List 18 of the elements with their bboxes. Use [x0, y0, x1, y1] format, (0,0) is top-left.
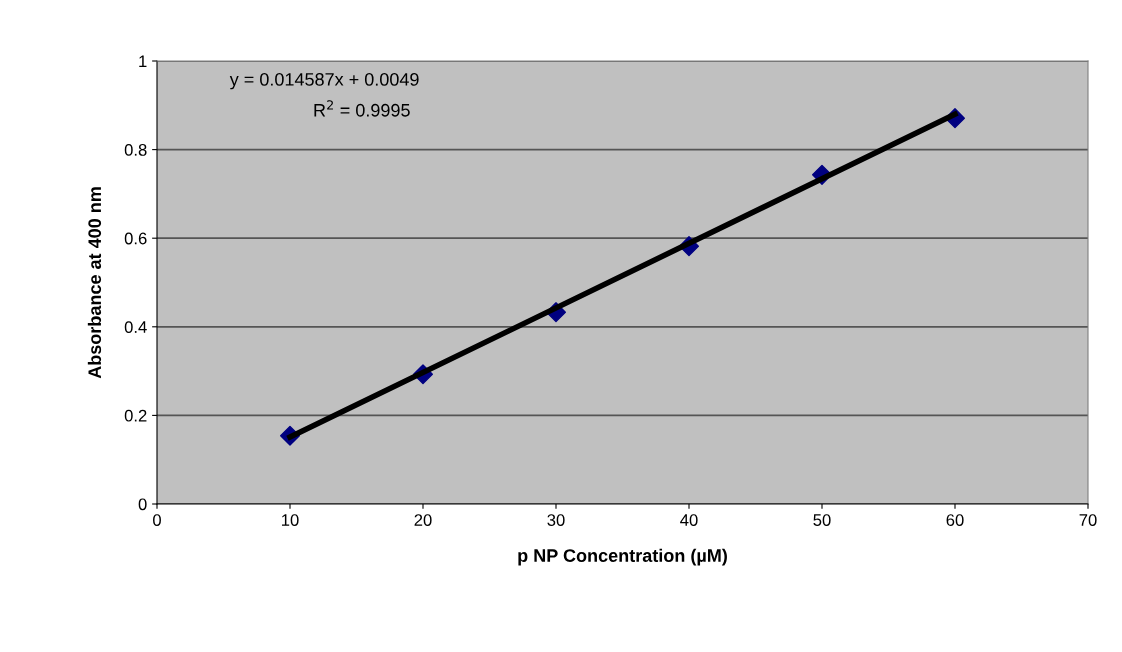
- annotation: y = 0.014587x + 0.0049: [229, 73, 419, 90]
- x-tick-label: 70: [1079, 514, 1097, 526]
- y-tick-label: 1: [139, 55, 147, 68]
- y-tick-label: 0.4: [124, 321, 147, 333]
- y-tick-label: 0.6: [124, 232, 147, 245]
- x-tick-label: 20: [414, 514, 432, 526]
- x-tick-label: 50: [813, 514, 831, 526]
- x-tick-label: 40: [680, 514, 698, 526]
- y-axis-title: Absorbance at 400 nm: [87, 187, 102, 379]
- y-tick-label: 0: [138, 498, 147, 511]
- y-tick-label: 0.2: [124, 409, 147, 422]
- x-tick-label: 30: [547, 514, 565, 526]
- x-tick-label: 60: [946, 514, 964, 526]
- y-tick-label: 0.8: [124, 144, 147, 156]
- x-tick-label: 10: [282, 514, 299, 526]
- annotation: R$^{2}$ = 0.9995: [314, 100, 410, 117]
- x-axis-title: p NP Concentration (µM): [518, 548, 727, 566]
- x-tick-label: 0: [153, 514, 161, 526]
